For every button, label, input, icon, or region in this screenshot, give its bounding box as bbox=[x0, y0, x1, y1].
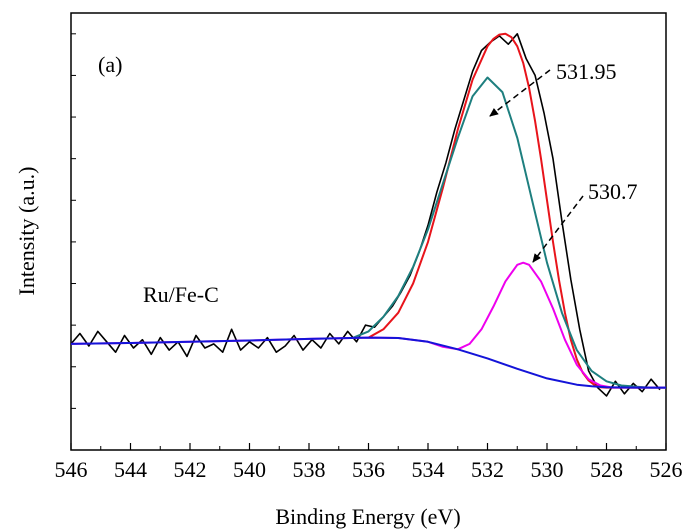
peak-arrow-531-95 bbox=[489, 69, 551, 117]
series-line-envelope bbox=[368, 32, 666, 389]
x-tick-label: 526 bbox=[650, 457, 683, 482]
y-axis-label: Intensity (a.u.) bbox=[14, 167, 39, 296]
sample-label: Ru/Fe-C bbox=[143, 282, 219, 307]
x-tick-label: 532 bbox=[471, 457, 504, 482]
x-tick-label: 538 bbox=[293, 457, 326, 482]
x-tick-label: 530 bbox=[531, 457, 564, 482]
x-axis-tick-labels: 546 544 542 540 538 536 534 532 530 528 526 bbox=[55, 457, 683, 482]
peak-label-531-95: 531.95 bbox=[556, 59, 617, 84]
series-line-background bbox=[70, 336, 666, 389]
x-axis-label: Binding Energy (eV) bbox=[275, 504, 460, 529]
x-tick-label: 534 bbox=[412, 457, 445, 482]
x-tick-label: 542 bbox=[174, 457, 207, 482]
x-tick-label: 528 bbox=[590, 457, 623, 482]
x-tick-label: 536 bbox=[352, 457, 385, 482]
x-tick-label: 546 bbox=[55, 457, 88, 482]
series-layer bbox=[70, 32, 666, 397]
x-tick-label: 540 bbox=[233, 457, 266, 482]
x-tick-label: 544 bbox=[114, 457, 147, 482]
series-line-raw bbox=[70, 32, 661, 397]
series-line-peak-531.95 bbox=[353, 76, 666, 389]
x-axis-ticks bbox=[70, 443, 667, 450]
peak-arrow-530-7 bbox=[532, 195, 584, 263]
y-axis-ticks bbox=[71, 33, 76, 409]
panel-label: (a) bbox=[98, 52, 122, 77]
peak-label-530-7: 530.7 bbox=[588, 179, 638, 204]
